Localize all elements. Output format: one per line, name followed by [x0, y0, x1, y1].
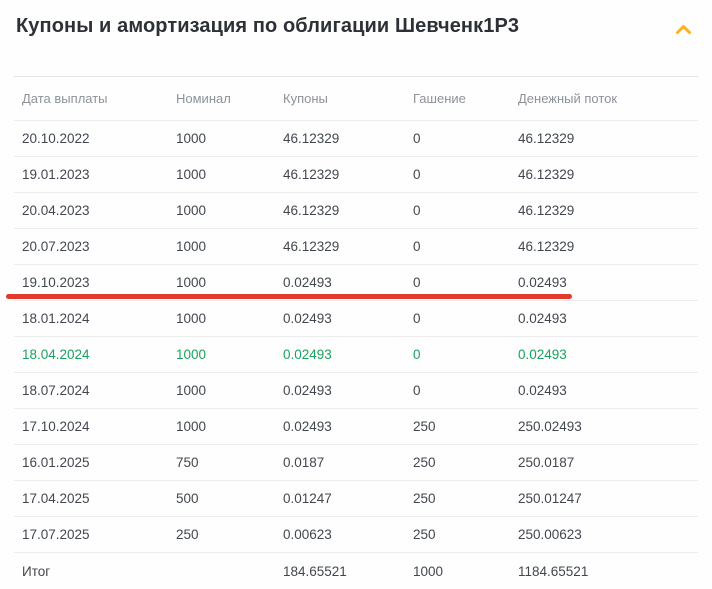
cell-coupon: 46.12329	[283, 239, 340, 254]
cell-date: 18.01.2024	[22, 311, 90, 326]
cell-coupon: 0.00623	[283, 527, 332, 542]
table-row: 17.10.2024 1000 0.02493 250 250.02493	[14, 409, 698, 445]
cell-coupon: 0.02493	[283, 419, 332, 434]
cell-redemption: 250	[413, 527, 436, 542]
cell-cashflow: 46.12329	[518, 131, 575, 146]
cell-nominal: 1000	[176, 239, 207, 254]
cell-nominal: 1000	[176, 347, 207, 362]
cell-nominal: 1000	[176, 419, 207, 434]
collapse-button[interactable]	[670, 16, 696, 42]
cell-date: 19.01.2023	[22, 167, 90, 182]
table-row: 17.07.2025 250 0.00623 250 250.00623	[14, 517, 698, 553]
cell-redemption: 0	[413, 203, 421, 218]
column-header-redemption: Гашение	[413, 91, 466, 106]
column-header-nominal: Номинал	[176, 91, 231, 106]
cell-date: 16.01.2025	[22, 455, 90, 470]
cell-cashflow: 0.02493	[518, 347, 567, 362]
cell-cashflow: 46.12329	[518, 167, 575, 182]
cell-coupon: 0.0187	[283, 455, 325, 470]
cell-cashflow: 46.12329	[518, 203, 575, 218]
cell-nominal: 250	[176, 527, 199, 542]
cell-redemption: 0	[413, 311, 421, 326]
cell-coupon: 0.02493	[283, 311, 332, 326]
cell-redemption: 0	[413, 275, 421, 290]
table-row: 19.10.2023 1000 0.02493 0 0.02493	[6, 265, 698, 301]
total-cashflow: 1184.65521	[518, 563, 589, 579]
cell-redemption: 0	[413, 131, 421, 146]
cell-date: 20.10.2022	[22, 131, 90, 146]
cell-redemption: 250	[413, 419, 436, 434]
cell-cashflow: 46.12329	[518, 239, 575, 254]
cell-cashflow: 250.0187	[518, 455, 575, 470]
cell-nominal: 750	[176, 455, 199, 470]
cell-cashflow: 0.02493	[518, 311, 567, 326]
cell-coupon: 0.01247	[283, 491, 332, 506]
cell-date: 20.07.2023	[22, 239, 90, 254]
cell-date: 18.04.2024	[22, 347, 90, 362]
cell-coupon: 46.12329	[283, 167, 340, 182]
cell-redemption: 0	[413, 347, 421, 362]
table-row: 20.10.2022 1000 46.12329 0 46.12329	[14, 121, 698, 157]
cell-coupon: 46.12329	[283, 131, 340, 146]
cell-nominal: 1000	[176, 275, 207, 290]
cell-redemption: 250	[413, 455, 436, 470]
table-total-row: Итог 184.65521 1000 1184.65521	[14, 553, 698, 589]
cell-redemption: 0	[413, 383, 421, 398]
cell-cashflow: 250.02493	[518, 419, 582, 434]
cell-coupon: 46.12329	[283, 203, 340, 218]
cell-coupon: 0.02493	[283, 275, 332, 290]
table-row: 16.01.2025 750 0.0187 250 250.0187	[14, 445, 698, 481]
total-label: Итог	[22, 563, 51, 579]
cell-cashflow: 250.01247	[518, 491, 582, 506]
column-header-coupon: Купоны	[283, 91, 328, 106]
cell-nominal: 500	[176, 491, 199, 506]
cell-coupon: 0.02493	[283, 383, 332, 398]
cell-date: 17.04.2025	[22, 491, 90, 506]
cell-coupon: 0.02493	[283, 347, 332, 362]
column-header-cashflow: Денежный поток	[518, 91, 618, 106]
table-row: 18.07.2024 1000 0.02493 0 0.02493	[14, 373, 698, 409]
table-body: 20.10.2022 1000 46.12329 0 46.12329 19.0…	[0, 121, 712, 553]
cell-date: 18.07.2024	[22, 383, 90, 398]
card-header: Купоны и амортизация по облигации Шевчен…	[0, 0, 712, 76]
total-coupon: 184.65521	[283, 563, 347, 579]
red-underline-annotation	[6, 294, 572, 299]
cell-nominal: 1000	[176, 167, 207, 182]
cell-date: 17.10.2024	[22, 419, 90, 434]
cell-redemption: 0	[413, 167, 421, 182]
chevron-up-icon	[675, 24, 691, 34]
cell-date: 20.04.2023	[22, 203, 90, 218]
cell-redemption: 0	[413, 239, 421, 254]
table-row: 18.01.2024 1000 0.02493 0 0.02493	[14, 301, 698, 337]
table-header-row: Дата выплаты Номинал Купоны Гашение Дене…	[14, 77, 698, 121]
cell-nominal: 1000	[176, 383, 207, 398]
cell-nominal: 1000	[176, 203, 207, 218]
cell-redemption: 250	[413, 491, 436, 506]
cell-nominal: 1000	[176, 131, 207, 146]
table-row: 19.01.2023 1000 46.12329 0 46.12329	[14, 157, 698, 193]
cell-date: 17.07.2025	[22, 527, 90, 542]
cell-cashflow: 0.02493	[518, 275, 567, 290]
table-row: 20.07.2023 1000 46.12329 0 46.12329	[14, 229, 698, 265]
coupons-table: Дата выплаты Номинал Купоны Гашение Дене…	[0, 77, 712, 589]
table-row: 20.04.2023 1000 46.12329 0 46.12329	[14, 193, 698, 229]
table-row: 18.04.2024 1000 0.02493 0 0.02493	[14, 337, 698, 373]
cell-cashflow: 0.02493	[518, 383, 567, 398]
page-title: Купоны и амортизация по облигации Шевчен…	[16, 15, 520, 37]
total-redemption: 1000	[413, 563, 444, 579]
header-divider	[14, 76, 698, 77]
cell-cashflow: 250.00623	[518, 527, 582, 542]
column-header-date: Дата выплаты	[22, 91, 108, 106]
cell-nominal: 1000	[176, 311, 207, 326]
table-row: 17.04.2025 500 0.01247 250 250.01247	[14, 481, 698, 517]
cell-date: 19.10.2023	[22, 275, 90, 290]
